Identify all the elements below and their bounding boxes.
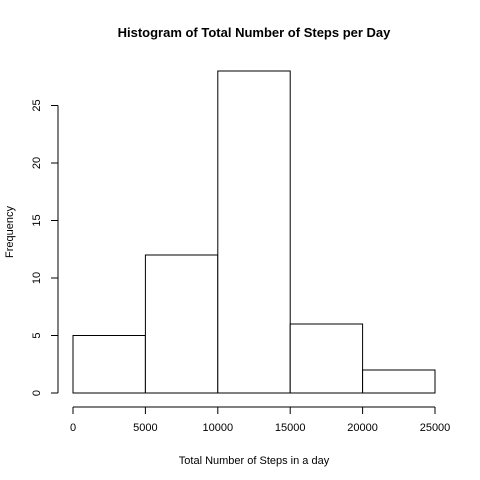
chart-title: Histogram of Total Number of Steps per D… — [118, 25, 392, 40]
x-axis: 0 5000 10000 15000 20000 25000 — [70, 406, 451, 434]
y-tick-label: 5 — [31, 332, 43, 338]
x-tick-label: 15000 — [275, 422, 306, 434]
y-axis-label: Frequency — [4, 206, 16, 258]
histogram-bar-5 — [362, 369, 436, 394]
y-tick-label: 0 — [31, 390, 43, 396]
x-tick-label: 0 — [70, 422, 76, 434]
y-tick-label: 25 — [31, 99, 43, 111]
x-tick-label: 25000 — [420, 422, 451, 434]
x-axis-label: Total Number of Steps in a day — [179, 455, 330, 467]
histogram-bar-4 — [289, 323, 364, 394]
histogram-bar-1 — [72, 335, 146, 394]
y-tick-label: 15 — [31, 214, 43, 226]
y-tick-label: 10 — [31, 272, 43, 284]
histogram-bar-2 — [144, 254, 219, 394]
y-tick-label: 20 — [31, 157, 43, 169]
x-tick-label: 10000 — [203, 422, 234, 434]
bars-group — [72, 70, 436, 394]
y-axis: 0 5 10 15 20 25 — [31, 99, 59, 396]
x-tick-label: 20000 — [347, 422, 378, 434]
x-tick-label: 5000 — [133, 422, 157, 434]
histogram-bar-3 — [217, 70, 291, 394]
